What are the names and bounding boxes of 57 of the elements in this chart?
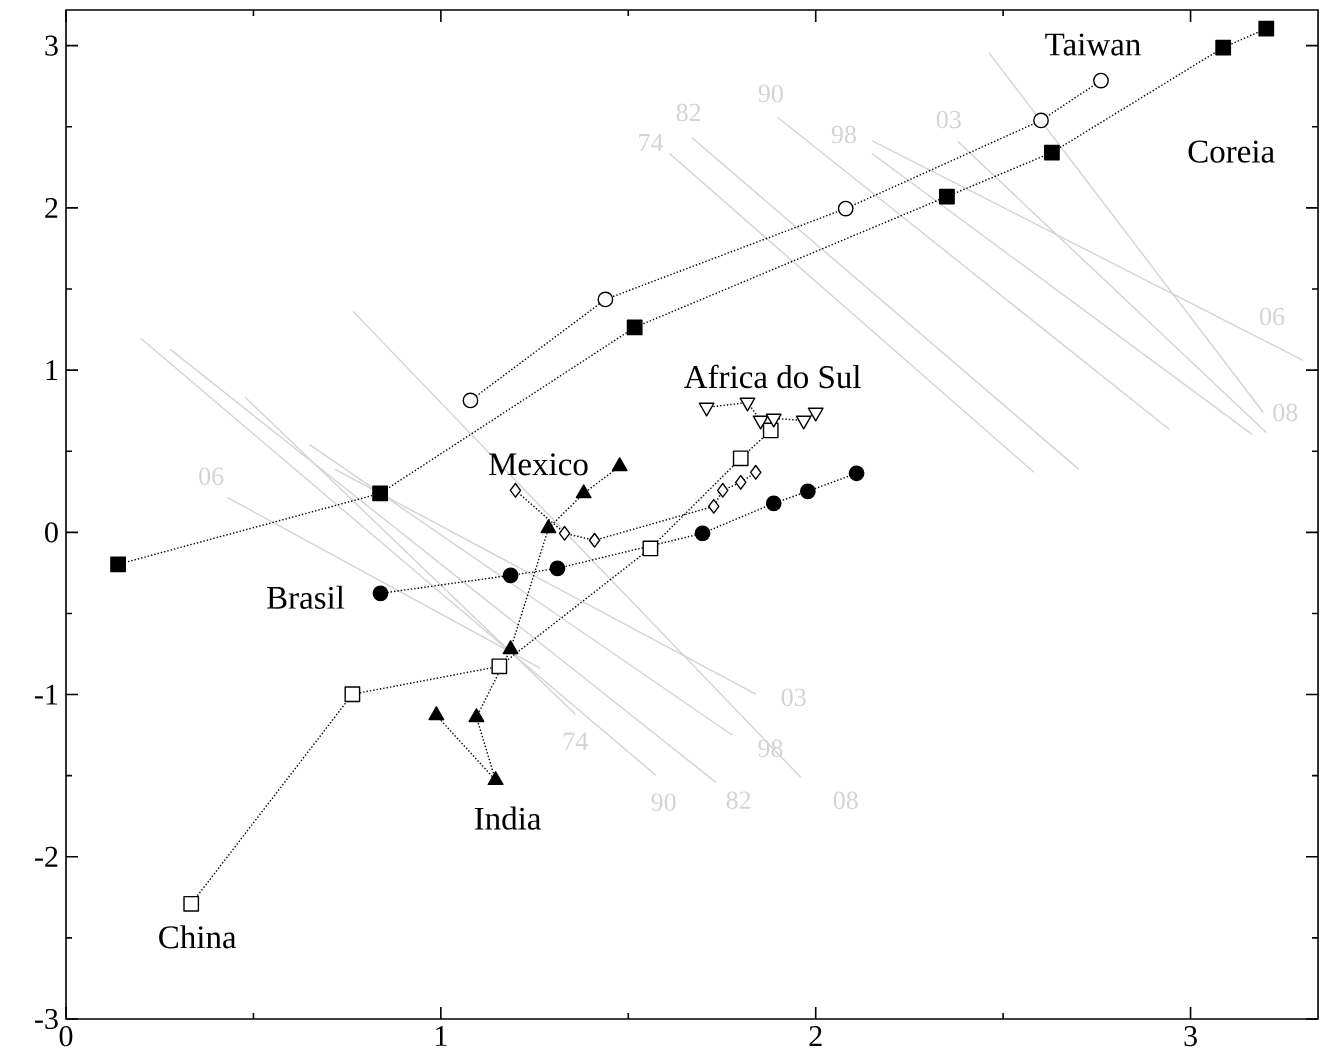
point: [597, 291, 614, 308]
point: [502, 640, 519, 655]
point: [1043, 144, 1060, 161]
point: [611, 457, 628, 472]
point: [848, 465, 865, 482]
point: [549, 560, 566, 577]
series-label: Africa do Sul: [684, 364, 861, 389]
point: [765, 495, 782, 512]
point: [732, 450, 749, 467]
point: [558, 525, 571, 541]
point: [372, 585, 389, 602]
point: [762, 422, 779, 439]
point: [1215, 39, 1232, 56]
y-tick-label: -2: [35, 846, 58, 867]
series-label: India: [474, 806, 542, 830]
point: [734, 474, 747, 490]
point: [468, 708, 485, 723]
point: [575, 484, 592, 499]
series-label: China: [159, 925, 237, 949]
point: [716, 482, 729, 498]
x-tick-label: 0: [59, 1026, 73, 1047]
x-tick-label: 3: [1184, 1026, 1197, 1047]
point: [428, 706, 445, 721]
point: [540, 519, 557, 534]
point: [183, 895, 200, 912]
point: [799, 483, 816, 500]
point: [837, 200, 854, 217]
y-tick-label: 2: [45, 197, 58, 218]
point: [939, 188, 955, 205]
point: [344, 686, 361, 703]
point: [707, 498, 720, 514]
point: [1033, 112, 1049, 129]
point: [502, 567, 519, 584]
x-tick-label: 2: [809, 1026, 822, 1046]
point: [626, 319, 643, 336]
y-tick-label: -3: [35, 1008, 58, 1030]
point: [509, 482, 522, 498]
y-tick-label: 1: [46, 360, 58, 381]
point: [491, 658, 508, 675]
series-label: Brasil: [267, 585, 345, 609]
point: [372, 485, 389, 502]
point: [642, 540, 659, 557]
point: [1093, 72, 1109, 89]
series-label: Mexico: [488, 453, 588, 476]
point: [487, 771, 504, 786]
y-tick-label: 0: [45, 522, 58, 543]
point: [694, 525, 711, 542]
point: [110, 556, 126, 573]
point: [462, 392, 479, 409]
series-label: Coreia: [1188, 140, 1275, 163]
point: [588, 532, 601, 548]
y-tick-label: 3: [45, 35, 58, 56]
point: [749, 464, 762, 480]
y-tick-label: -1: [35, 684, 58, 705]
series-label: Taiwan: [1045, 33, 1141, 56]
point: [1258, 20, 1275, 37]
x-tick-label: 1: [435, 1026, 447, 1046]
